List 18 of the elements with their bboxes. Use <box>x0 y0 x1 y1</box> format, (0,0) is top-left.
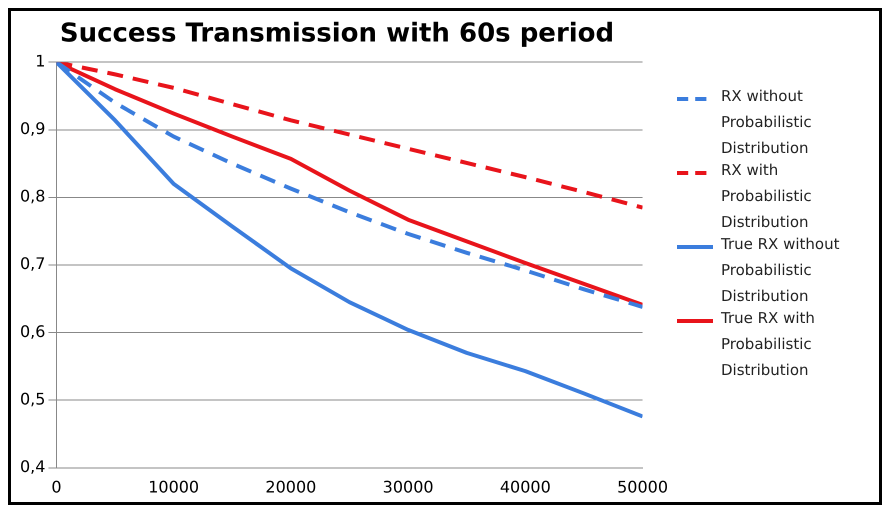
legend-label: RX without Probabilistic Distribution <box>721 88 813 159</box>
chart-title: Success Transmission with 60s period <box>60 18 614 48</box>
y-tick-label: 0,9 <box>20 118 46 138</box>
legend-label: RX with Probabilistic Distribution <box>721 160 813 233</box>
y-tick-label: 0,4 <box>20 456 46 476</box>
legend-label: True RX without Probabilistic Distribution <box>721 234 840 307</box>
y-tick-label: 0,6 <box>20 322 46 341</box>
x-tick-label: 10000 <box>148 478 200 497</box>
legend-label: True RX with Probabilistic Distribution <box>721 308 816 381</box>
y-tick-label: 0,7 <box>20 254 46 274</box>
y-tick-label: 1 <box>35 51 46 70</box>
y-tick-label: 0,5 <box>20 389 46 408</box>
x-tick-label: 40000 <box>500 478 551 497</box>
x-tick-label: 0 <box>51 478 62 497</box>
x-tick-label: 50000 <box>617 478 668 497</box>
y-tick-label: 0,8 <box>20 186 46 206</box>
x-tick-label: 20000 <box>265 478 316 497</box>
x-tick-label: 30000 <box>382 478 434 497</box>
